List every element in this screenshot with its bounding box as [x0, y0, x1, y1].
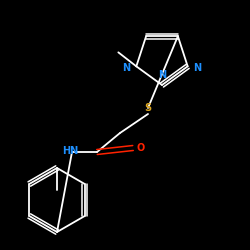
Text: N: N [194, 63, 202, 73]
Text: S: S [144, 103, 152, 113]
Text: HN: HN [62, 146, 78, 156]
Text: N: N [122, 63, 130, 73]
Text: N: N [158, 70, 166, 80]
Text: O: O [137, 143, 145, 153]
